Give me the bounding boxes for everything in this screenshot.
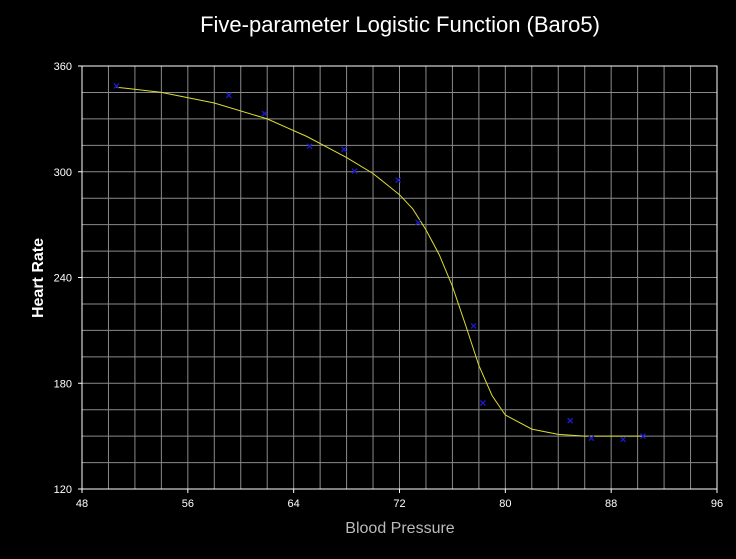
data-points [113,82,646,443]
data-point [395,177,402,184]
x-tick-label: 64 [288,498,300,510]
data-point [588,435,595,442]
x-tick-label: 56 [182,498,194,510]
x-axis-ticks: 48 56 64 72 80 88 96 [76,489,723,510]
grid [82,66,717,489]
data-point [415,219,421,226]
data-point [351,168,358,175]
y-tick-label: 120 [54,484,72,496]
data-point [225,92,232,99]
y-tick-label: 180 [54,378,72,390]
chart-title: Five-parameter Logistic Function (Baro5) [200,12,600,37]
data-point [567,417,574,424]
data-point [306,143,313,150]
fit-curve [116,86,643,437]
y-tick-label: 360 [54,61,72,73]
data-point [620,436,627,443]
data-point [470,323,477,329]
y-axis-ticks: 120 180 240 300 360 [54,61,82,496]
data-point [479,400,486,406]
y-tick-label: 240 [54,273,72,285]
data-point [639,433,646,440]
data-point [113,82,120,89]
y-tick-label: 300 [54,167,72,179]
x-tick-label: 72 [393,498,405,510]
data-point [340,146,347,153]
x-axis-label: Blood Pressure [345,520,454,537]
x-tick-label: 88 [605,498,617,510]
x-tick-label: 48 [76,498,88,510]
x-tick-label: 80 [499,498,511,510]
data-point [261,110,268,117]
y-axis-label: Heart Rate [30,238,47,318]
x-tick-label: 96 [711,498,723,510]
